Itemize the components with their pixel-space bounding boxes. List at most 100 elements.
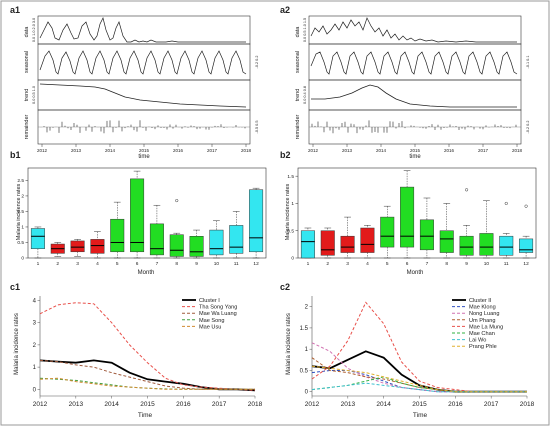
b1-xlabel: Month <box>138 270 155 276</box>
a1-xtick-label: 2016 <box>173 148 184 153</box>
b2-box-month-7 <box>419 219 434 251</box>
c1-series-mae-song <box>39 377 255 390</box>
a2-trend-line <box>311 84 517 108</box>
b1-xtick-label: 12 <box>253 261 259 267</box>
b1-xtick-label: 3 <box>76 261 79 267</box>
panel-label-b1: b1 <box>10 150 21 160</box>
b1-box-month-1 <box>30 228 45 249</box>
b1-xtick-label: 10 <box>214 261 220 267</box>
c1-xlabel: Time <box>138 412 153 419</box>
c1-xtick-label: 2013 <box>69 401 84 408</box>
c1-ytick-label: 4 <box>33 298 37 304</box>
a1-axis-trend: 0.0 0.5 1.0 <box>32 86 36 104</box>
b1-ytick-label: 1 <box>21 225 24 231</box>
a2-xtick-label: 2014 <box>376 148 387 153</box>
a1-xtick-label: 2017 <box>207 148 218 153</box>
c2-legend-label: Cluster II <box>469 298 492 304</box>
b1-box-month-10 <box>209 229 224 256</box>
c2-ytick-label: 1.5 <box>300 326 309 332</box>
linechart-c2: 0 0.5 1 1.5 2 2012 2013 2014 2015 2016 2017 2018 Clu… <box>300 296 535 408</box>
b1-box-month-5 <box>110 218 125 253</box>
c1-ytick-label: 0 <box>33 387 37 393</box>
b1-xtick-label: 1 <box>37 261 40 267</box>
a2-xtick-label: 2018 <box>512 148 523 153</box>
boxplot-b2: 00.511.51 2 3 4 5 6 7 8 9 10 11 12 <box>287 167 537 267</box>
a2-label-trend: trend <box>295 89 301 102</box>
c2-ytick-label: 0 <box>305 390 309 396</box>
b2-xtick-label: 7 <box>426 261 429 267</box>
a1-seasonal-line <box>39 50 247 75</box>
panel-label-a1: a1 <box>10 5 20 15</box>
a1-data-line <box>39 16 246 43</box>
c1-xtick-label: 2016 <box>176 401 191 408</box>
c2-xtick-label: 2012 <box>305 401 320 408</box>
b2-box-month-8 <box>439 230 454 253</box>
b2-xtick-label: 6 <box>406 261 409 267</box>
b2-xtick-label: 3 <box>346 261 349 267</box>
a2-xtick-label: 2013 <box>342 148 353 153</box>
a1-label-seasonal: seasonal <box>24 51 30 73</box>
c2-ytick-label: 1 <box>305 347 309 353</box>
a2-xtick-label: 2015 <box>410 148 421 153</box>
c2-ytick-label: 0.5 <box>300 368 309 374</box>
b2-xtick-label: 1 <box>307 261 310 267</box>
a1-xtick-label: 2014 <box>105 148 116 153</box>
b2-box-month-12 <box>519 238 534 253</box>
b1-box-month-11 <box>229 225 244 254</box>
a1-x-ticks: 2012 2013 2014 2015 2016 2017 2018 <box>37 144 252 153</box>
b2-frame <box>297 167 537 259</box>
b2-box-month-1 <box>300 230 315 259</box>
panel-label-c1: c1 <box>10 282 20 292</box>
b1-xtick-label: 6 <box>136 261 139 267</box>
b1-box-month-7 <box>149 223 164 256</box>
a2-xtick-label: 2017 <box>478 148 489 153</box>
a1-axis-seasonal: -0.2 0.2 <box>255 56 259 69</box>
b2-xlabel: Month <box>407 270 424 276</box>
b1-outlier <box>175 199 179 203</box>
c2-xtick-label: 2014 <box>376 401 391 408</box>
panel-label-c2: c2 <box>280 282 290 292</box>
a1-remainder-bars <box>40 120 246 134</box>
a1-xtick-label: 2013 <box>71 148 82 153</box>
b2-box-month-9 <box>459 235 474 256</box>
b1-ytick-label: 2.5 <box>17 178 24 184</box>
b1-xtick-label: 7 <box>156 261 159 267</box>
a1-xtick-label: 2015 <box>139 148 150 153</box>
b1-ytick-label: 0.5 <box>17 240 24 246</box>
a1-label-remainder: remainder <box>24 114 30 139</box>
b1-ytick-label: 2 <box>21 194 24 200</box>
a1-axis-data: 0.0 1.0 2.0 3.0 <box>32 18 36 42</box>
b2-ytick-label: 0.5 <box>287 228 294 234</box>
b1-box-month-4 <box>90 239 105 254</box>
c2-series-prang-phle <box>311 365 527 393</box>
b2-box-month-4 <box>360 227 375 253</box>
b1-box-month-3 <box>70 240 85 253</box>
b2-box-month-6 <box>400 186 415 248</box>
c1-xtick-label: 2017 <box>212 401 227 408</box>
b2-xtick-label: 2 <box>326 261 329 267</box>
b2-ytick-label: 1.5 <box>287 174 294 180</box>
a2-axis-remainder: -0.2 0.2 <box>526 121 530 134</box>
c1-legend-label: Mae Wa Luang <box>199 311 237 317</box>
c2-legend-label: Prang Phle <box>469 344 497 350</box>
c2-xtick-label: 2013 <box>341 401 356 408</box>
c2-ylabel: Malaria incidence rates <box>286 313 292 375</box>
b1-xtick-label: 5 <box>116 261 119 267</box>
c1-legend-label: Mae Song <box>199 318 225 324</box>
c1-ytick-label: 3 <box>33 321 37 327</box>
a2-x-ticks: 2012 2013 2014 2015 2016 2017 2018 <box>308 144 523 153</box>
a2-label-seasonal: seasonal <box>295 51 301 73</box>
b2-outlier <box>524 204 528 208</box>
b2-box-month-2 <box>320 230 335 256</box>
c2-xlabel: Time <box>413 412 428 419</box>
c1-ylabel: Malaria incidence rates <box>14 313 20 375</box>
c1-ytick-label: 1 <box>33 365 37 371</box>
b2-box-month-10 <box>479 233 494 256</box>
c2-ytick-label: 2 <box>305 305 309 311</box>
a1-axis-remainder: -0.5 0.5 <box>255 121 259 134</box>
b1-box-month-12 <box>249 189 264 253</box>
c2-legend-label: Mae La Mung <box>469 324 503 330</box>
stl-panel-a1: data seasonal trend remainder 0.0 1.0 2.… <box>24 15 259 160</box>
c1-series-mae-usu <box>39 377 255 390</box>
c2-xtick-label: 2016 <box>448 401 463 408</box>
